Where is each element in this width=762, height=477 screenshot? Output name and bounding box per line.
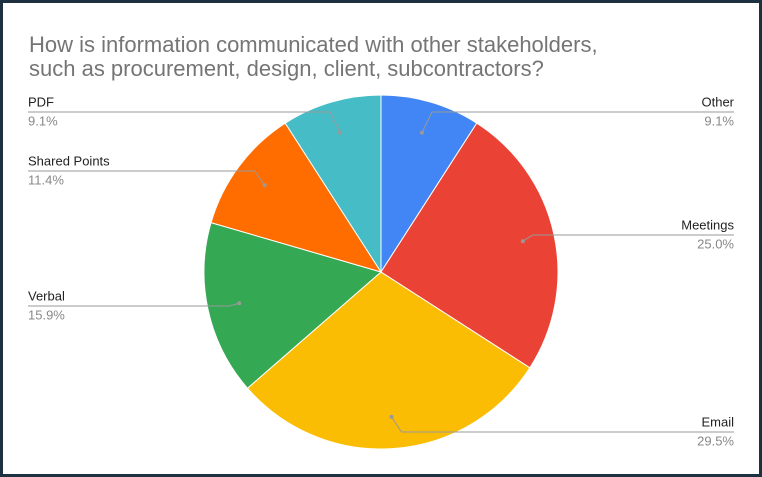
leader-dot (520, 239, 525, 244)
slice-label: PDF (28, 94, 54, 109)
chart: Other 9.1% Meetings 25.0% Email 29.5% Verbal 15… (28, 94, 735, 450)
pie-slice (210, 122, 383, 273)
slice-label: Shared Points (28, 153, 110, 168)
slice-value-label: 11.4% (28, 172, 64, 187)
pie-slice (380, 94, 478, 274)
chart-title: How is information communicated with oth… (29, 32, 598, 81)
leader-dot (237, 301, 242, 306)
pie-slice (380, 122, 559, 369)
leader-line (421, 111, 734, 133)
slice-label: Meetings (681, 217, 734, 232)
slice-label: Verbal (28, 288, 65, 303)
pie-slice (203, 221, 383, 389)
slice-label: Other (701, 94, 734, 109)
leader-line (28, 170, 266, 186)
slice-label: Email (701, 414, 734, 429)
leader-dot (262, 183, 267, 188)
slice-value-label: 25.0% (697, 236, 734, 251)
leader-line (28, 111, 341, 133)
slice-value-label: 15.9% (28, 307, 65, 322)
leader-line (391, 416, 734, 433)
leader-line (522, 234, 734, 242)
leader-dot (389, 414, 394, 419)
pie-slice (284, 94, 382, 274)
leader-line (28, 302, 240, 307)
leader-dot (419, 130, 424, 135)
slice-value-label: 29.5% (697, 433, 734, 448)
slice-value-label: 9.1% (704, 113, 734, 128)
slice-value-label: 9.1% (28, 113, 58, 128)
pie-slice (246, 271, 531, 450)
leader-dot (338, 130, 343, 135)
